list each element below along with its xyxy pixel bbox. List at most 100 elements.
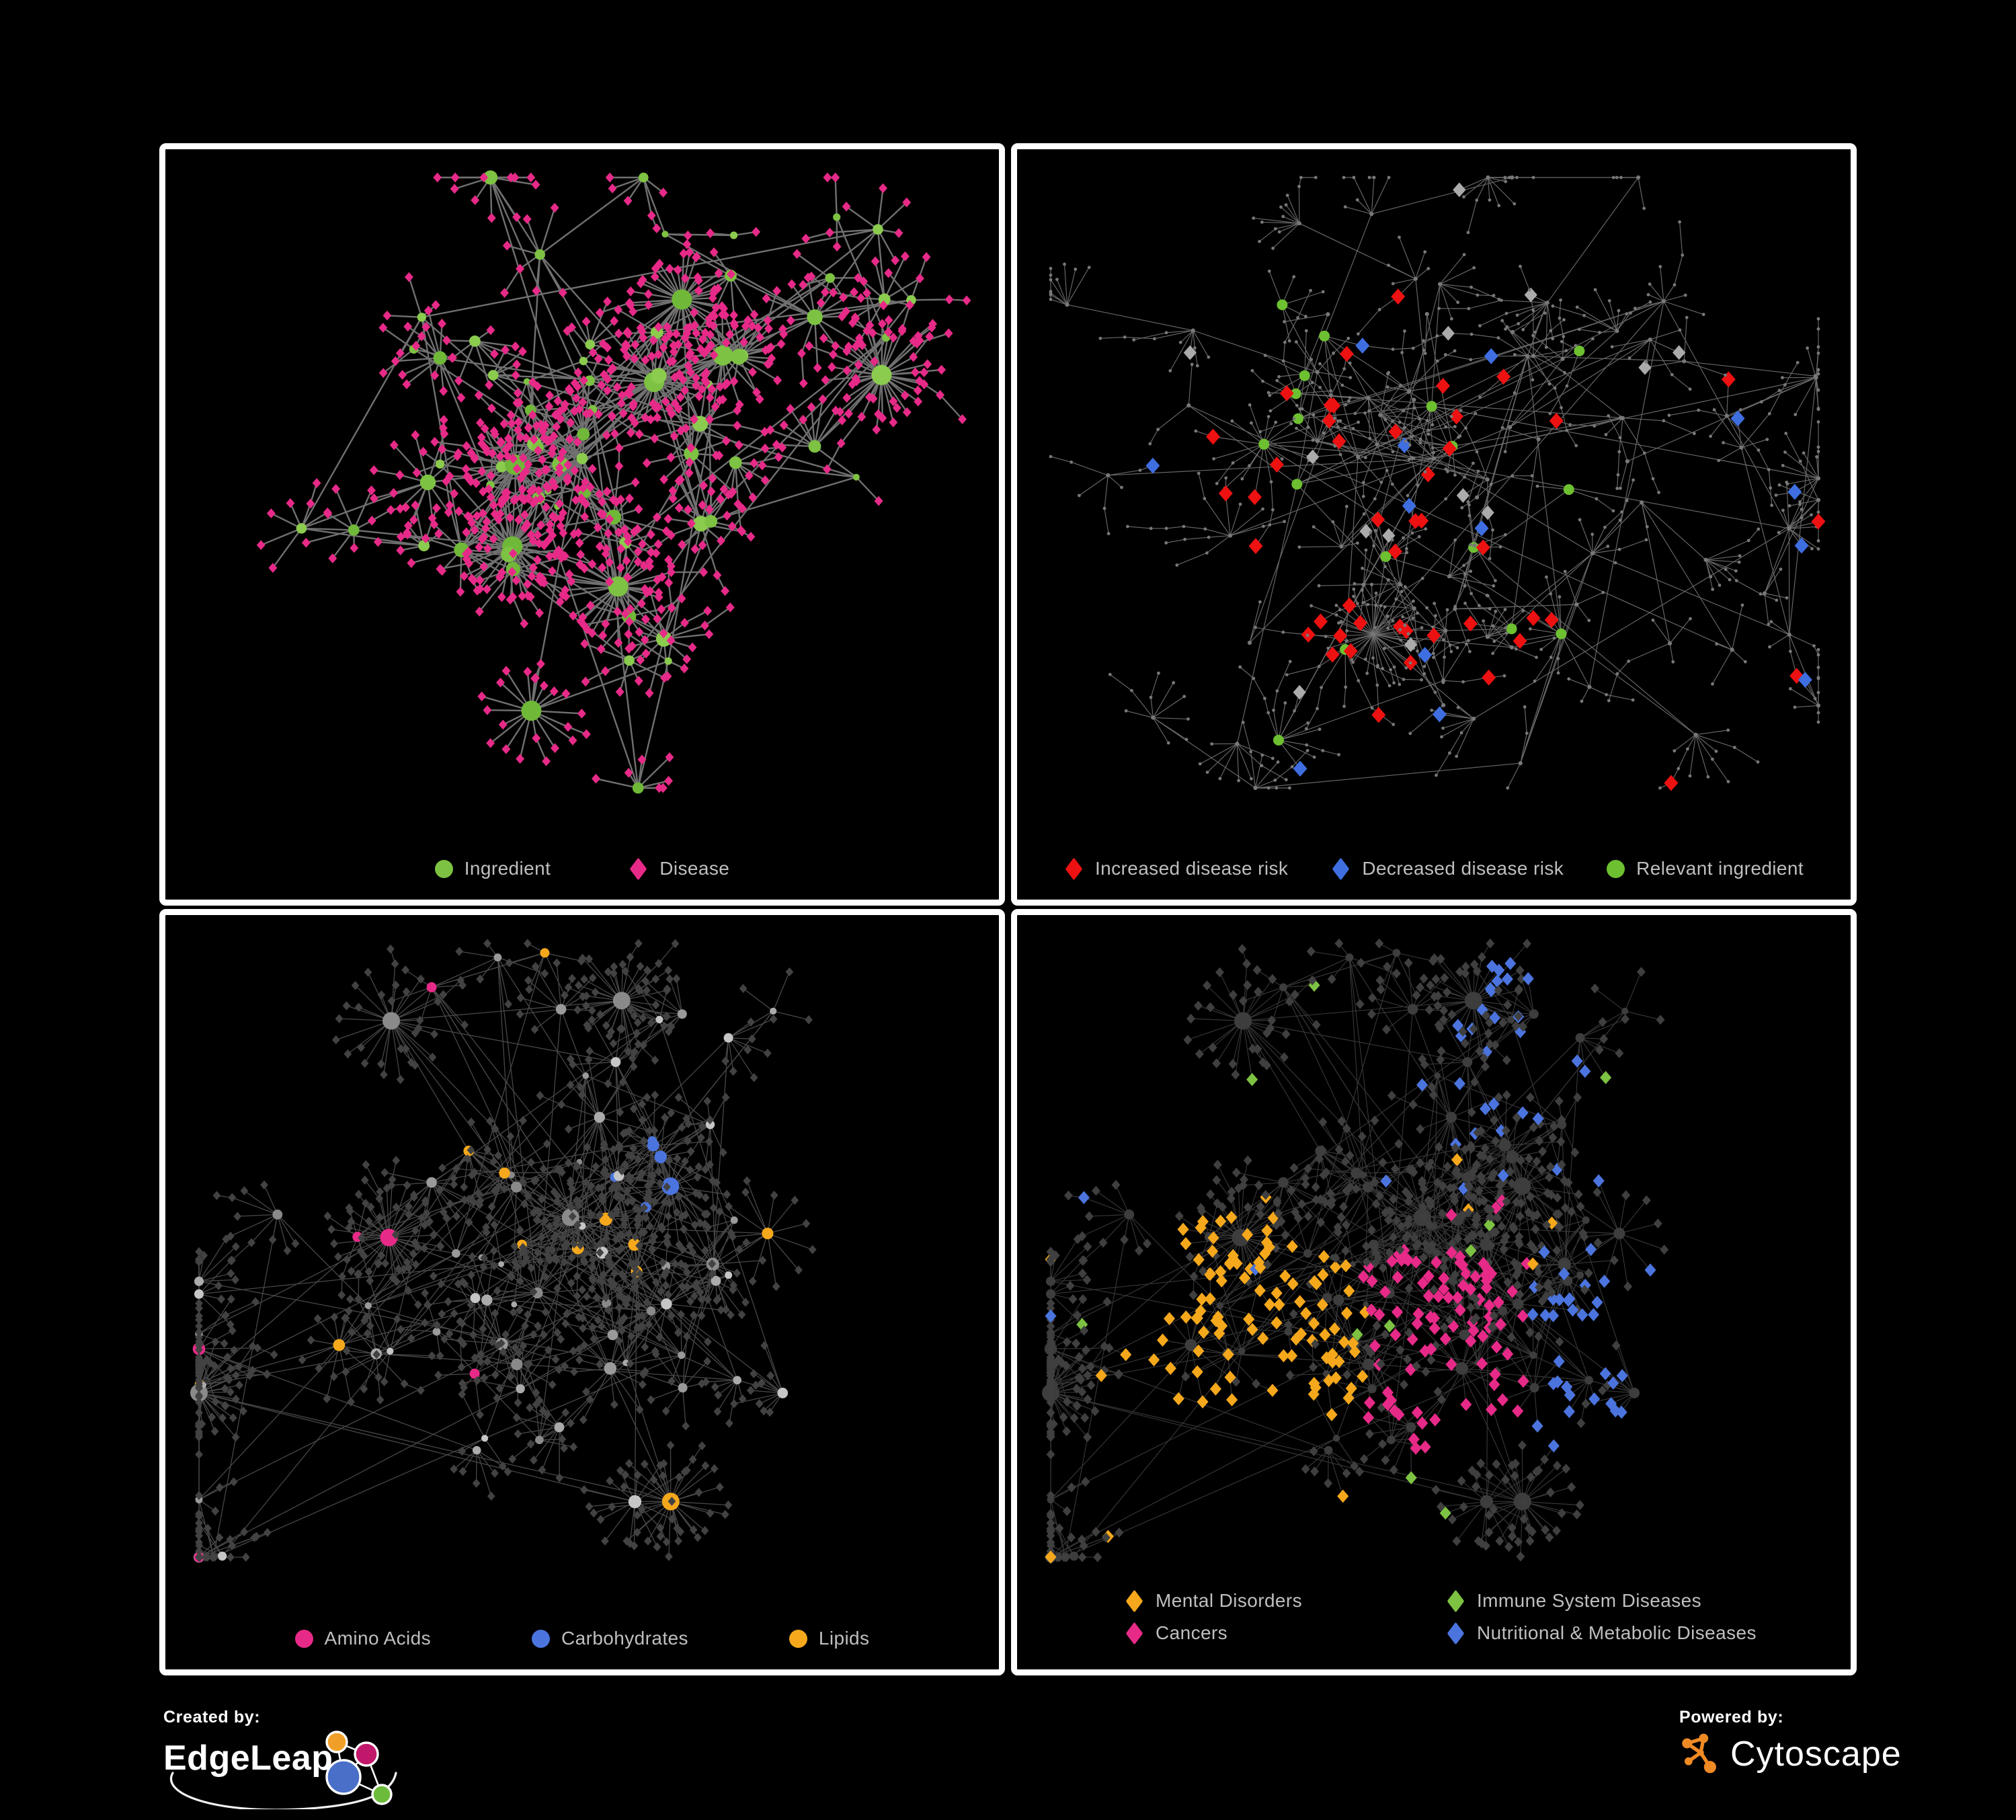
network-edge xyxy=(581,1075,586,1226)
network-edge xyxy=(1459,177,1488,190)
network-node xyxy=(1123,335,1127,339)
network-node xyxy=(475,542,484,553)
network-node xyxy=(651,548,661,559)
network-node xyxy=(1120,485,1123,489)
network-node xyxy=(1430,709,1434,712)
network-edge xyxy=(1371,177,1389,214)
network-node xyxy=(603,385,612,396)
network-edge xyxy=(335,1020,392,1041)
network-node xyxy=(631,340,640,350)
network-node xyxy=(1391,282,1395,286)
network-node xyxy=(1420,576,1424,580)
network-node xyxy=(575,404,584,414)
network-node xyxy=(632,782,644,794)
network-node xyxy=(1547,382,1551,386)
network-edge xyxy=(1449,565,1464,577)
network-edge xyxy=(610,1350,655,1370)
network-node xyxy=(483,170,498,185)
network-edge xyxy=(1399,422,1429,431)
network-node xyxy=(1531,378,1535,382)
network-node xyxy=(1592,424,1597,428)
network-node xyxy=(573,528,583,538)
network-edge xyxy=(682,1336,688,1388)
network-edge xyxy=(1279,371,1318,377)
network-node xyxy=(1198,762,1202,766)
network-node xyxy=(1648,338,1652,342)
network-node xyxy=(1368,436,1372,440)
network-node xyxy=(1688,387,1692,391)
network-edge xyxy=(1764,593,1769,625)
network-node xyxy=(1318,362,1322,366)
network-edge xyxy=(1443,680,1463,682)
network-edge xyxy=(1449,544,1471,577)
network-node xyxy=(1738,408,1742,411)
network-node xyxy=(1195,364,1199,368)
network-node xyxy=(1730,647,1734,652)
network-node xyxy=(729,310,739,321)
network-edge xyxy=(1193,330,1195,348)
network-node xyxy=(763,315,772,325)
network-edge xyxy=(561,1104,600,1118)
network-edge xyxy=(1457,707,1474,719)
network-node xyxy=(699,480,709,491)
network-node xyxy=(1816,368,1820,372)
network-node xyxy=(1726,728,1730,732)
network-node xyxy=(373,537,382,547)
network-node xyxy=(1658,265,1662,268)
network-edge xyxy=(1050,279,1067,305)
network-edge xyxy=(1595,289,1617,331)
network-edge xyxy=(1404,586,1428,608)
network-node xyxy=(1312,413,1316,417)
network-edge xyxy=(634,1271,637,1502)
network-node xyxy=(654,349,663,360)
network-node xyxy=(549,431,559,441)
network-node xyxy=(1533,679,1537,683)
network-node xyxy=(862,288,871,299)
network-edge xyxy=(1517,302,1548,316)
network-node xyxy=(680,333,690,344)
network-node xyxy=(1350,658,1354,662)
network-node xyxy=(1398,628,1402,631)
network-edge xyxy=(1353,589,1358,604)
network-node xyxy=(1260,753,1264,757)
network-node xyxy=(912,338,922,349)
network-node xyxy=(1443,628,1448,633)
network-node xyxy=(1476,293,1480,297)
network-edge xyxy=(877,202,908,231)
network-node xyxy=(509,453,518,464)
network-node xyxy=(722,338,731,348)
network-edge xyxy=(514,1304,546,1313)
network-node xyxy=(494,514,503,525)
network-edge xyxy=(1379,385,1401,416)
network-edge xyxy=(272,528,303,569)
network-node xyxy=(1556,671,1560,675)
network-node xyxy=(1453,473,1457,477)
network-node xyxy=(586,1046,594,1056)
network-edge xyxy=(511,1174,536,1181)
network-node xyxy=(1577,327,1581,331)
network-node xyxy=(1496,368,1511,385)
network-edge xyxy=(1547,303,1554,339)
network-edge xyxy=(1153,717,1188,719)
network-node xyxy=(1390,482,1394,486)
network-edge xyxy=(618,1288,651,1312)
network-edge xyxy=(198,1348,250,1376)
network-node xyxy=(719,303,729,314)
network-node xyxy=(593,522,602,533)
network-node xyxy=(1266,415,1271,418)
network-node xyxy=(925,331,934,342)
network-node xyxy=(842,393,852,403)
network-edge xyxy=(1712,649,1733,684)
network-edge xyxy=(624,336,887,544)
network-edge xyxy=(406,357,441,385)
network-node xyxy=(734,440,743,450)
network-node xyxy=(1417,535,1421,539)
network-edge xyxy=(1357,301,1664,458)
network-node xyxy=(1182,524,1186,528)
network-node xyxy=(1420,626,1424,630)
network-edge xyxy=(198,1388,521,1558)
network-node xyxy=(545,390,555,401)
network-edge xyxy=(1534,657,1551,682)
network-node xyxy=(561,591,571,602)
network-node xyxy=(402,379,411,389)
